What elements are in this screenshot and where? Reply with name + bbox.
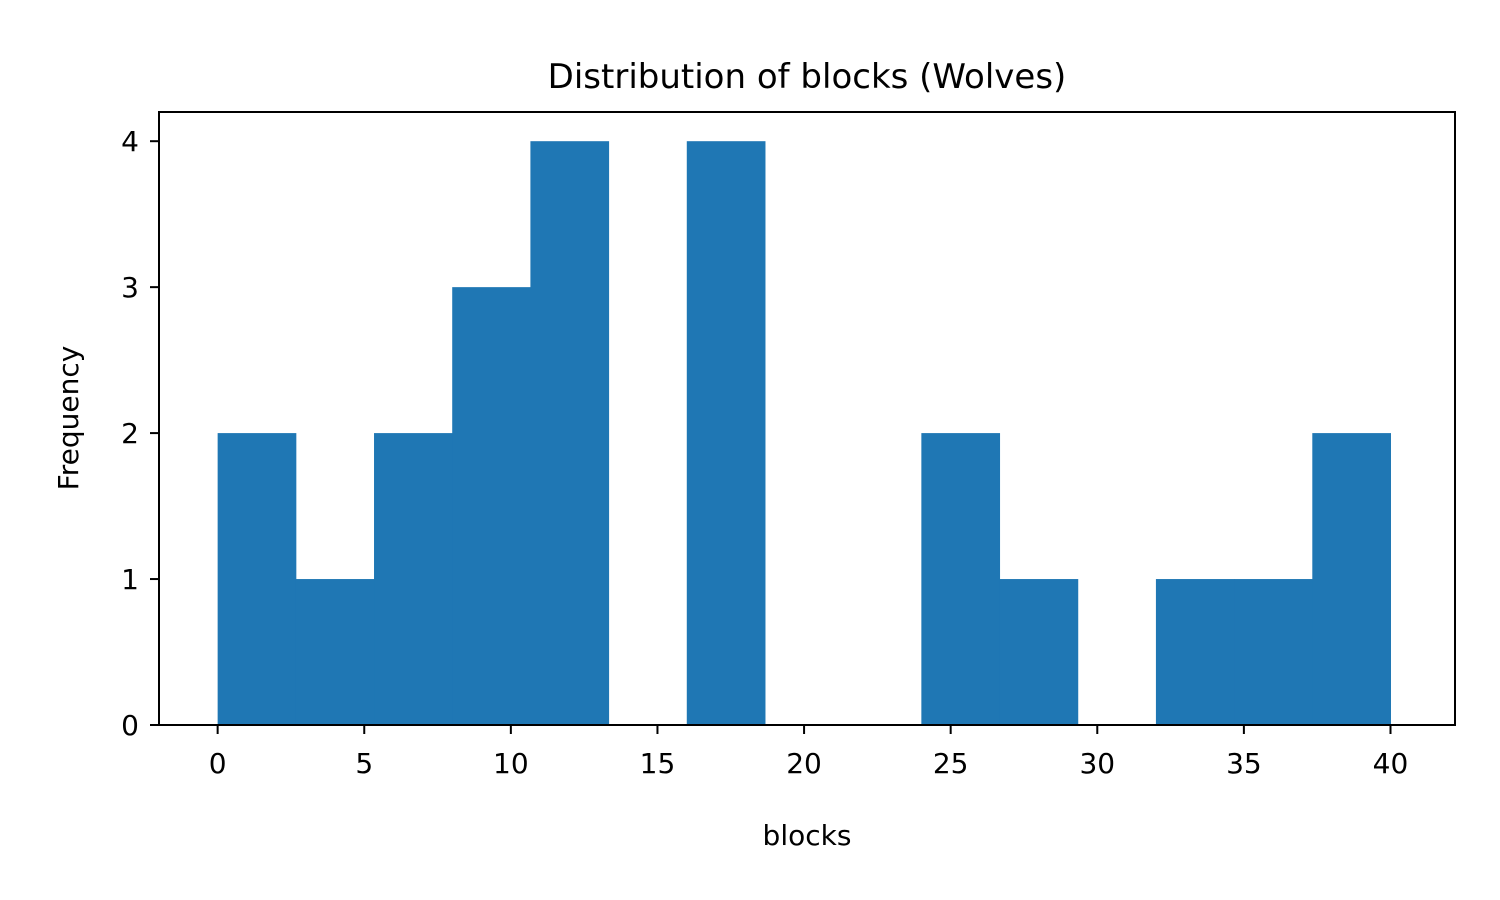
histogram-bar bbox=[1155, 579, 1235, 725]
histogram-bar bbox=[1234, 579, 1313, 725]
x-tick-label: 10 bbox=[493, 747, 529, 780]
y-tick-label: 2 bbox=[121, 417, 139, 450]
histogram-bar bbox=[686, 141, 766, 725]
y-axis-ticks: 0 1 2 3 4 bbox=[121, 125, 159, 742]
y-axis-label: Frequency bbox=[52, 346, 85, 491]
x-tick-label: 15 bbox=[640, 747, 676, 780]
histogram-bar bbox=[530, 141, 610, 725]
x-tick-label: 35 bbox=[1226, 747, 1262, 780]
x-tick-label: 5 bbox=[355, 747, 373, 780]
histogram-bar bbox=[295, 579, 375, 725]
y-tick-label: 1 bbox=[121, 563, 139, 596]
histogram-bar bbox=[999, 579, 1079, 725]
x-axis-ticks: 0 5 10 15 20 25 30 35 40 bbox=[209, 725, 1409, 780]
x-tick-label: 40 bbox=[1373, 747, 1409, 780]
y-tick-label: 0 bbox=[121, 709, 139, 742]
histogram-bar bbox=[452, 287, 531, 725]
histogram-bar bbox=[374, 433, 453, 725]
x-tick-label: 30 bbox=[1079, 747, 1115, 780]
x-tick-label: 0 bbox=[209, 747, 227, 780]
chart-title: Distribution of blocks (Wolves) bbox=[548, 57, 1067, 97]
y-tick-label: 4 bbox=[121, 125, 139, 158]
x-axis-label: blocks bbox=[763, 819, 852, 852]
histogram-bar bbox=[921, 433, 1001, 725]
plot-frame bbox=[158, 111, 1456, 726]
histogram-bar bbox=[1312, 433, 1391, 725]
x-tick-label: 25 bbox=[933, 747, 969, 780]
bars-group bbox=[217, 141, 1391, 725]
y-tick-label: 3 bbox=[121, 271, 139, 304]
histogram-bar bbox=[217, 433, 297, 725]
x-tick-label: 20 bbox=[786, 747, 822, 780]
